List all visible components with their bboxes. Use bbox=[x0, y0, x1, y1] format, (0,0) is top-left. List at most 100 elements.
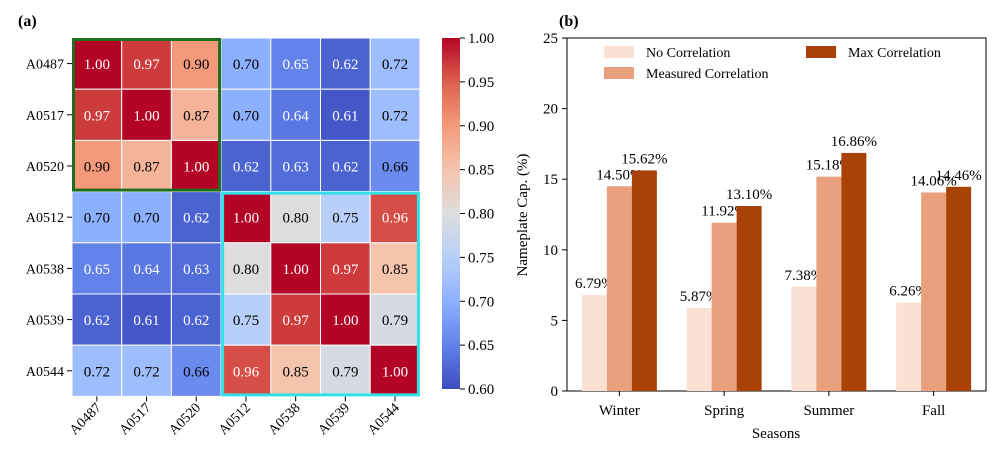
heatmap-cell-label: 0.66 bbox=[382, 160, 409, 176]
heatmap-cell-label: 0.85 bbox=[283, 364, 309, 380]
panel-label-a: (a) bbox=[18, 13, 37, 30]
bar-data-label: 11.92% bbox=[701, 204, 747, 220]
x-axis-label: Seasons bbox=[752, 426, 800, 442]
heatmap-cell-label: 0.97 bbox=[84, 108, 111, 124]
heatmap-cell-label: 1.00 bbox=[233, 211, 259, 227]
heatmap-col-label: A0520 bbox=[167, 401, 205, 439]
heatmap-cell-label: 0.87 bbox=[183, 108, 210, 124]
heatmap-col-label: A0512 bbox=[216, 401, 254, 439]
heatmap-cell bbox=[320, 139, 371, 193]
heatmap-cell bbox=[170, 88, 222, 141]
bar bbox=[736, 206, 762, 391]
y-tick-label: 5 bbox=[551, 313, 559, 329]
legend-label: Max Correlation bbox=[848, 46, 941, 61]
heatmap-cell bbox=[71, 293, 123, 346]
heatmap-cell-label: 0.96 bbox=[233, 364, 260, 380]
heatmap-cell-label: 0.79 bbox=[332, 364, 358, 380]
heatmap-cell-label: 0.72 bbox=[382, 57, 408, 73]
heatmap-cell-label: 0.87 bbox=[133, 160, 160, 176]
heatmap-row-label: A0539 bbox=[26, 314, 64, 329]
heatmap-cell-label: 0.65 bbox=[84, 262, 110, 278]
highlight-box bbox=[72, 38, 222, 192]
heatmap-cell-label: 1.00 bbox=[133, 108, 159, 124]
heatmap-cell bbox=[71, 37, 123, 90]
heatmap-cell-label: 0.61 bbox=[133, 313, 159, 329]
colorbar-tick-label: 0.60 bbox=[468, 382, 494, 398]
heatmap-cell-label: 0.62 bbox=[332, 160, 358, 176]
heatmap-cell bbox=[121, 191, 172, 244]
heatmap-cell-label: 1.00 bbox=[332, 313, 358, 329]
heatmap-cell-label: 0.80 bbox=[233, 262, 259, 278]
legend-swatch bbox=[604, 46, 634, 58]
colorbar-tick-label: 0.70 bbox=[468, 294, 494, 310]
heatmap-cell-label: 0.62 bbox=[332, 57, 358, 73]
heatmap-col-label: A0538 bbox=[266, 401, 304, 439]
heatmap-cell-label: 0.85 bbox=[382, 262, 408, 278]
x-tick-label: Summer bbox=[803, 403, 854, 419]
heatmap-cell bbox=[170, 242, 222, 295]
colorbar-tick-label: 0.90 bbox=[468, 119, 494, 135]
y-axis-label: Nameplate Cap. (%) bbox=[515, 154, 531, 277]
bar bbox=[711, 222, 737, 391]
heatmap-row-label: A0544 bbox=[26, 365, 64, 380]
heatmap-cell-label: 0.63 bbox=[183, 262, 209, 278]
colorbar-gradient bbox=[442, 38, 460, 389]
heatmap-cell-label: 0.64 bbox=[133, 262, 160, 278]
heatmap-cell bbox=[369, 139, 421, 193]
bar bbox=[921, 192, 947, 391]
heatmap-row-label: A0520 bbox=[26, 160, 64, 175]
y-tick-label: 10 bbox=[543, 243, 558, 259]
bar-data-label: 13.10% bbox=[726, 187, 772, 203]
legend-swatch bbox=[604, 67, 634, 79]
heatmap-cell-label: 0.61 bbox=[332, 108, 358, 124]
bar bbox=[946, 186, 972, 391]
heatmap-cell bbox=[121, 139, 172, 193]
heatmap-cell-label: 0.66 bbox=[183, 364, 210, 380]
bar-data-label: 14.46% bbox=[936, 168, 982, 184]
bar bbox=[631, 170, 657, 391]
heatmap-cell bbox=[369, 191, 421, 244]
heatmap-cell bbox=[369, 88, 421, 141]
panel-label-b: (b) bbox=[559, 13, 579, 30]
y-tick-label: 0 bbox=[551, 384, 559, 400]
legend-swatch bbox=[806, 46, 836, 58]
x-tick-label: Fall bbox=[922, 403, 945, 419]
heatmap-cell-label: 1.00 bbox=[84, 57, 110, 73]
heatmap-cell bbox=[320, 344, 371, 397]
heatmap-cell-label: 0.70 bbox=[84, 211, 110, 227]
bar-data-label: 16.86% bbox=[831, 134, 877, 150]
heatmap-cell bbox=[270, 139, 321, 193]
heatmap-cell bbox=[71, 344, 123, 397]
heatmap-cell-label: 0.97 bbox=[133, 57, 160, 73]
bar-data-label: 6.26% bbox=[889, 284, 928, 300]
bar-data-label: 7.38% bbox=[785, 268, 824, 284]
bar bbox=[841, 152, 867, 391]
y-tick-label: 20 bbox=[543, 102, 558, 118]
heatmap-cell bbox=[320, 191, 371, 244]
heatmap-cell-label: 0.80 bbox=[283, 211, 309, 227]
plot-frame bbox=[566, 37, 987, 392]
legend-label: Measured Correlation bbox=[646, 67, 768, 82]
heatmap-row-label: A0512 bbox=[26, 211, 64, 226]
heatmap-cell-label: 0.90 bbox=[84, 160, 110, 176]
bar-data-label: 5.87% bbox=[680, 289, 719, 305]
bar-data-label: 14.50% bbox=[596, 167, 642, 183]
heatmap-cell-label: 0.75 bbox=[332, 211, 358, 227]
colorbar-tick-label: 0.95 bbox=[468, 75, 494, 91]
heatmap-cell-label: 1.00 bbox=[183, 160, 209, 176]
heatmap-col-label: A0517 bbox=[117, 401, 155, 439]
heatmap: 1.00 0.97 0.90 0.70 0.65 0.62 0.72 0.97 1.00 0.87… bbox=[26, 37, 421, 439]
heatmap-cell-label: 0.79 bbox=[382, 313, 408, 329]
bar-data-label: 15.18% bbox=[806, 158, 852, 174]
heatmap-row-label: A0487 bbox=[26, 58, 64, 73]
colorbar-tick-label: 0.65 bbox=[468, 338, 494, 354]
bar bbox=[816, 176, 842, 391]
bar-data-label: 15.62% bbox=[621, 151, 667, 167]
bar-data-label: 14.06% bbox=[911, 173, 957, 189]
heatmap-cell-label: 1.00 bbox=[382, 364, 408, 380]
heatmap-cell-label: 0.62 bbox=[183, 211, 209, 227]
colorbar-tick-label: 0.80 bbox=[468, 207, 494, 223]
heatmap-cell-label: 0.90 bbox=[183, 57, 209, 73]
heatmap-cell bbox=[369, 344, 421, 397]
heatmap-cell-label: 0.72 bbox=[133, 364, 159, 380]
